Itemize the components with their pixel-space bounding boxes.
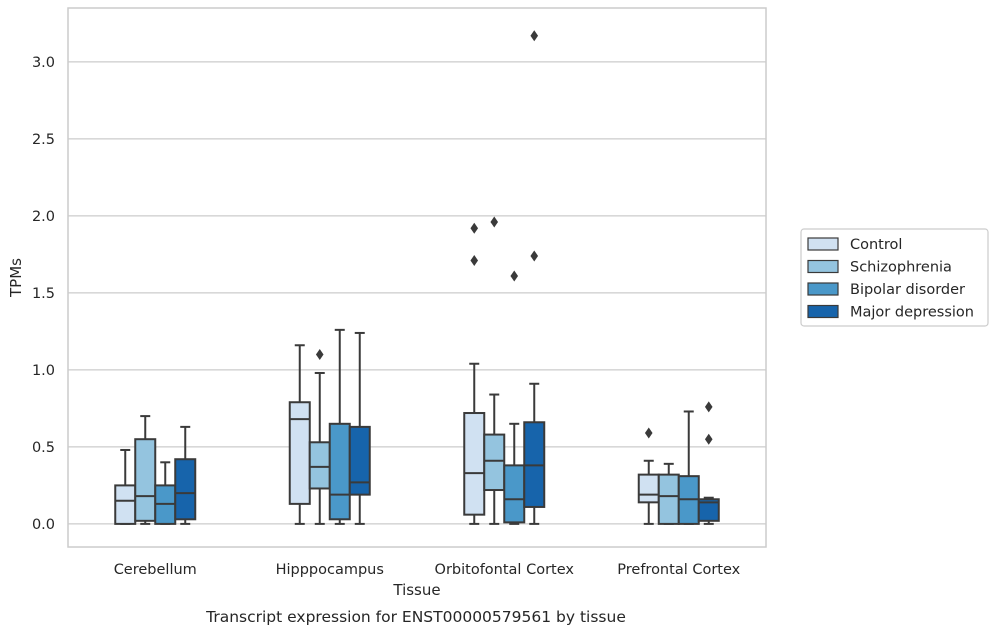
category-group bbox=[288, 328, 371, 525]
box-element bbox=[174, 425, 197, 525]
outlier-point bbox=[490, 216, 499, 228]
box-element bbox=[114, 448, 137, 525]
legend-swatch bbox=[807, 304, 839, 319]
box-element bbox=[523, 30, 546, 525]
chart-caption: Transcript expression for ENST0000057956… bbox=[205, 608, 626, 626]
box-element bbox=[308, 349, 331, 525]
outlier-point bbox=[644, 427, 653, 439]
y-tick-label: 2.0 bbox=[32, 209, 55, 225]
legend-entry: Major depression bbox=[850, 305, 974, 321]
outlier-point bbox=[530, 30, 539, 42]
box-element bbox=[134, 415, 157, 525]
legend-swatch bbox=[807, 282, 839, 296]
y-tick-label: 1.5 bbox=[32, 286, 55, 302]
box-element bbox=[154, 461, 177, 525]
outlier-point bbox=[704, 433, 713, 445]
box-body bbox=[114, 484, 137, 525]
outlier-point bbox=[470, 255, 479, 267]
y-tick-label: 0.5 bbox=[32, 440, 55, 456]
box-body bbox=[308, 441, 331, 490]
y-tick-label: 2.5 bbox=[32, 132, 55, 148]
box-body bbox=[328, 422, 351, 521]
outlier-point bbox=[530, 250, 539, 262]
box-element bbox=[657, 462, 680, 525]
box-body bbox=[503, 464, 526, 524]
legend-entry: Control bbox=[850, 237, 902, 253]
x-axis-label: Tissue bbox=[392, 581, 440, 599]
box-body bbox=[657, 473, 680, 525]
box-element bbox=[288, 344, 311, 525]
x-tick-label: Cerebellum bbox=[114, 562, 197, 578]
box-element bbox=[348, 331, 371, 525]
category-group bbox=[114, 415, 197, 525]
box-element bbox=[637, 427, 660, 525]
category-group bbox=[637, 401, 720, 525]
y-axis-ticks: 0.0 0.5 1.0 1.5 2.0 2.5 3.0 bbox=[32, 55, 55, 533]
box-body bbox=[697, 498, 720, 522]
box-body bbox=[288, 401, 311, 505]
box-element bbox=[677, 410, 700, 525]
box-body bbox=[463, 412, 486, 516]
box-body bbox=[348, 425, 371, 496]
y-axis-label: TPMs bbox=[7, 258, 25, 298]
legend: Control Schizophrenia Bipolar disorder Majo… bbox=[800, 228, 989, 327]
y-tick-label: 1.0 bbox=[32, 363, 55, 379]
legend-frame bbox=[800, 228, 989, 327]
box-body bbox=[637, 473, 660, 504]
box-element bbox=[483, 216, 506, 525]
legend-entry: Schizophrenia bbox=[850, 260, 952, 276]
x-tick-label: Hipppocampus bbox=[276, 562, 384, 578]
outlier-point bbox=[470, 222, 479, 234]
box-body bbox=[134, 438, 157, 522]
y-tick-label: 3.0 bbox=[32, 55, 55, 71]
outlier-point bbox=[510, 270, 519, 282]
x-tick-label: Prefrontal Cortex bbox=[617, 562, 740, 578]
box-element bbox=[328, 328, 351, 525]
gridlines bbox=[68, 61, 766, 525]
box-element bbox=[463, 222, 486, 525]
legend-swatch bbox=[807, 237, 839, 251]
y-tick-label: 0.0 bbox=[32, 517, 55, 533]
box-body bbox=[174, 458, 197, 521]
box-element bbox=[697, 401, 720, 525]
x-axis-ticks: Cerebellum Hipppocampus Orbitofontal Corte… bbox=[114, 562, 741, 578]
legend-swatch bbox=[807, 259, 839, 274]
box-body bbox=[483, 433, 506, 492]
category-group bbox=[463, 30, 546, 525]
x-tick-label: Orbitofontal Cortex bbox=[435, 562, 575, 578]
outlier-point bbox=[704, 401, 713, 413]
outlier-point bbox=[315, 349, 324, 360]
box-groups bbox=[114, 30, 720, 525]
legend-entry: Bipolar disorder bbox=[850, 282, 965, 298]
plot-area-frame bbox=[67, 7, 767, 548]
box-element bbox=[503, 270, 526, 525]
